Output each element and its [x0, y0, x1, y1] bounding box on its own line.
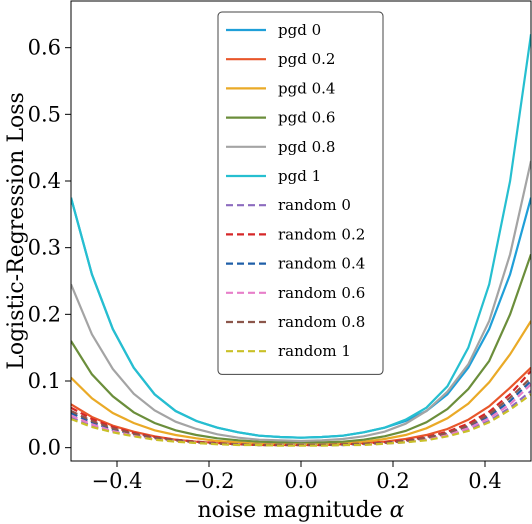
y-tick-label: 0.0	[28, 436, 61, 460]
legend-label: random 0	[278, 196, 351, 214]
y-tick-label: 0.4	[28, 169, 61, 193]
legend-label: random 1	[278, 342, 351, 360]
legend-label: random 0.4	[278, 255, 365, 273]
legend-label: pgd 0	[278, 21, 321, 39]
legend-label: pgd 0.6	[278, 109, 335, 127]
x-tick-label: 0.0	[284, 469, 317, 493]
x-tick-label: 0.4	[468, 469, 501, 493]
legend-label: pgd 1	[278, 167, 321, 185]
series-line-3	[71, 253, 531, 444]
y-tick-label: 0.3	[28, 236, 61, 260]
legend-label: pgd 0.8	[278, 138, 335, 156]
series-layer	[71, 34, 531, 447]
series-line-5	[71, 34, 531, 439]
legend-label: random 0.6	[278, 284, 365, 302]
y-tick-label: 0.2	[28, 302, 61, 326]
series-line-8	[71, 380, 531, 447]
series-line-11	[71, 393, 531, 447]
y-axis-ticks: 0.0 0.1 0.2 0.3 0.4 0.5 0.6	[28, 36, 71, 460]
x-tick-label: 0.2	[376, 469, 409, 493]
legend-label: random 0.8	[278, 313, 365, 331]
legend: pgd 0 pgd 0.2 pgd 0.4 pgd 0.6 pgd 0.8 pgd 1 ra…	[217, 11, 384, 375]
x-tick-label: −0.2	[184, 469, 235, 493]
x-tick-label: −0.4	[92, 469, 143, 493]
y-tick-label: 0.5	[28, 102, 61, 126]
y-tick-label: 0.6	[28, 36, 61, 60]
y-axis-label: Logistic-Regression Loss	[4, 92, 29, 370]
legend-label: pgd 0.2	[278, 50, 335, 68]
series-line-4	[71, 160, 531, 443]
legend-label: random 0.2	[278, 225, 365, 243]
series-line-1	[71, 366, 531, 447]
legend-box	[217, 11, 384, 375]
legend-label: pgd 0.4	[278, 79, 335, 97]
x-axis-label: noise magnitude α	[198, 498, 405, 523]
x-axis-ticks: −0.4 −0.2 0.0 0.2 0.4	[92, 461, 502, 493]
y-tick-label: 0.1	[28, 369, 61, 393]
